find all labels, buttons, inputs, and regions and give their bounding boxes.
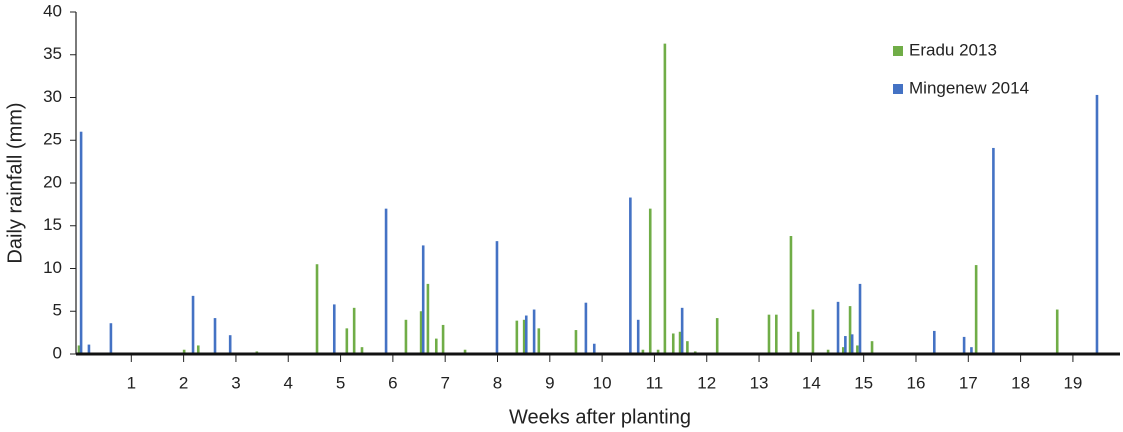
bar (384, 208, 388, 354)
bar (191, 295, 195, 354)
bar (775, 314, 778, 354)
x-tick-label: 11 (646, 373, 664, 392)
y-tick-label: 30 (43, 87, 62, 106)
bar (656, 349, 660, 354)
x-axis-title: Weeks after planting (509, 406, 691, 428)
bar (345, 328, 349, 354)
x-tick-label: 4 (284, 373, 293, 392)
x-tick-label: 1 (127, 373, 136, 392)
bar (671, 333, 675, 354)
x-tick-label: 3 (231, 373, 240, 392)
bar (584, 302, 588, 354)
bar (79, 131, 83, 354)
bar (332, 304, 336, 354)
y-tick-label: 40 (43, 1, 62, 20)
bar (441, 324, 445, 354)
bar (678, 331, 682, 354)
bar (848, 306, 852, 354)
bar (811, 309, 815, 354)
x-tick-label: 14 (802, 373, 821, 392)
legend-label: Mingenew 2014 (909, 78, 1029, 97)
legend-label: Eradu 2013 (909, 40, 997, 59)
bar (315, 264, 319, 354)
bar (796, 331, 800, 354)
x-tick-label: 13 (750, 373, 769, 392)
legend-swatch (893, 46, 903, 56)
bar (592, 343, 596, 354)
bar (77, 345, 81, 354)
legend-swatch (893, 84, 903, 94)
bar (870, 341, 874, 354)
y-tick-label: 10 (43, 258, 62, 277)
x-tick-label: 16 (907, 373, 926, 392)
bar (636, 319, 640, 354)
y-tick-label: 15 (43, 215, 62, 234)
x-tick-label: 9 (545, 373, 554, 392)
x-tick-label: 19 (1063, 373, 1082, 392)
bar (109, 323, 113, 354)
y-tick-label: 5 (53, 301, 62, 320)
x-tick-label: 7 (440, 373, 449, 392)
bar (856, 345, 859, 354)
y-tick-label: 25 (43, 130, 62, 149)
bar (680, 307, 684, 354)
bar (826, 349, 830, 354)
y-axis-title: Daily rainfall (mm) (4, 102, 26, 263)
bar (532, 309, 536, 354)
bar (974, 265, 978, 354)
bar (992, 147, 995, 354)
bar (663, 43, 667, 354)
bar (648, 208, 652, 354)
bar (352, 307, 356, 354)
bar (641, 349, 645, 354)
x-tick-label: 6 (388, 373, 397, 392)
x-tick-label: 10 (593, 373, 612, 392)
bar (767, 314, 771, 354)
bar (574, 330, 578, 354)
x-tick-label: 8 (493, 373, 502, 392)
bar (495, 241, 499, 354)
bar (360, 347, 364, 354)
bar (962, 336, 966, 354)
bar (932, 330, 936, 354)
y-tick-label: 35 (43, 44, 62, 63)
bar (1055, 309, 1059, 354)
x-tick-label: 15 (854, 373, 873, 392)
y-tick-label: 20 (43, 172, 62, 191)
bar (841, 347, 845, 354)
bar (213, 318, 217, 354)
bar (426, 283, 430, 354)
bar (970, 347, 973, 354)
bar (228, 335, 232, 354)
bar (715, 318, 719, 354)
bar (463, 349, 467, 354)
bar (421, 245, 425, 354)
x-tick-label: 5 (336, 373, 345, 392)
bar (844, 336, 847, 354)
bar (537, 328, 541, 354)
x-tick-label: 2 (179, 373, 188, 392)
bar (515, 320, 519, 354)
bar (1095, 94, 1099, 354)
x-tick-label: 12 (697, 373, 716, 392)
bar (182, 349, 186, 354)
bar (404, 319, 408, 354)
bar (419, 311, 423, 354)
bar (789, 236, 793, 354)
bar (524, 315, 528, 354)
x-tick-label: 18 (1011, 373, 1030, 392)
bar (850, 334, 854, 354)
bar (434, 338, 438, 354)
bar (196, 345, 200, 354)
bar (858, 283, 862, 354)
bar (836, 301, 840, 354)
bar (522, 319, 526, 354)
bar (686, 341, 689, 354)
y-tick-label: 0 (53, 343, 62, 362)
bar (87, 344, 91, 354)
x-tick-label: 17 (959, 373, 978, 392)
bar (629, 197, 632, 354)
